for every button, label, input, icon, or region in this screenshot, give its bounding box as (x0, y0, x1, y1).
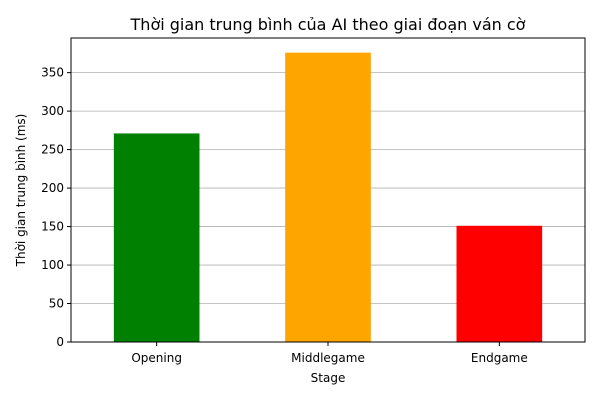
y-tick-label-250: 250 (41, 143, 64, 157)
x-tick-label-opening: Opening (131, 351, 182, 365)
y-tick-label-0: 0 (56, 335, 64, 349)
y-tick-label-50: 50 (49, 297, 64, 311)
y-tick-label-100: 100 (41, 258, 64, 272)
bar-middlegame (285, 52, 371, 343)
x-tick-label-middlegame: Middlegame (291, 351, 365, 365)
chart-title: Thời gian trung bình của AI theo giai đo… (130, 15, 526, 34)
y-tick-label-150: 150 (41, 220, 64, 234)
y-tick-label-300: 300 (41, 104, 64, 118)
x-axis-ticks: Opening Middlegame Endgame (131, 342, 528, 365)
y-axis-label: Thời gian trung bình (ms) (14, 114, 28, 268)
x-tick-label-endgame: Endgame (471, 351, 528, 365)
bar-endgame (456, 225, 543, 342)
y-axis-ticks: 0 50 100 150 200 250 300 350 (41, 66, 71, 349)
bar-opening (113, 133, 200, 342)
y-tick-label-200: 200 (41, 181, 64, 195)
y-tick-label-350: 350 (41, 66, 64, 80)
x-axis-label: Stage (311, 371, 346, 385)
bars (113, 52, 543, 343)
